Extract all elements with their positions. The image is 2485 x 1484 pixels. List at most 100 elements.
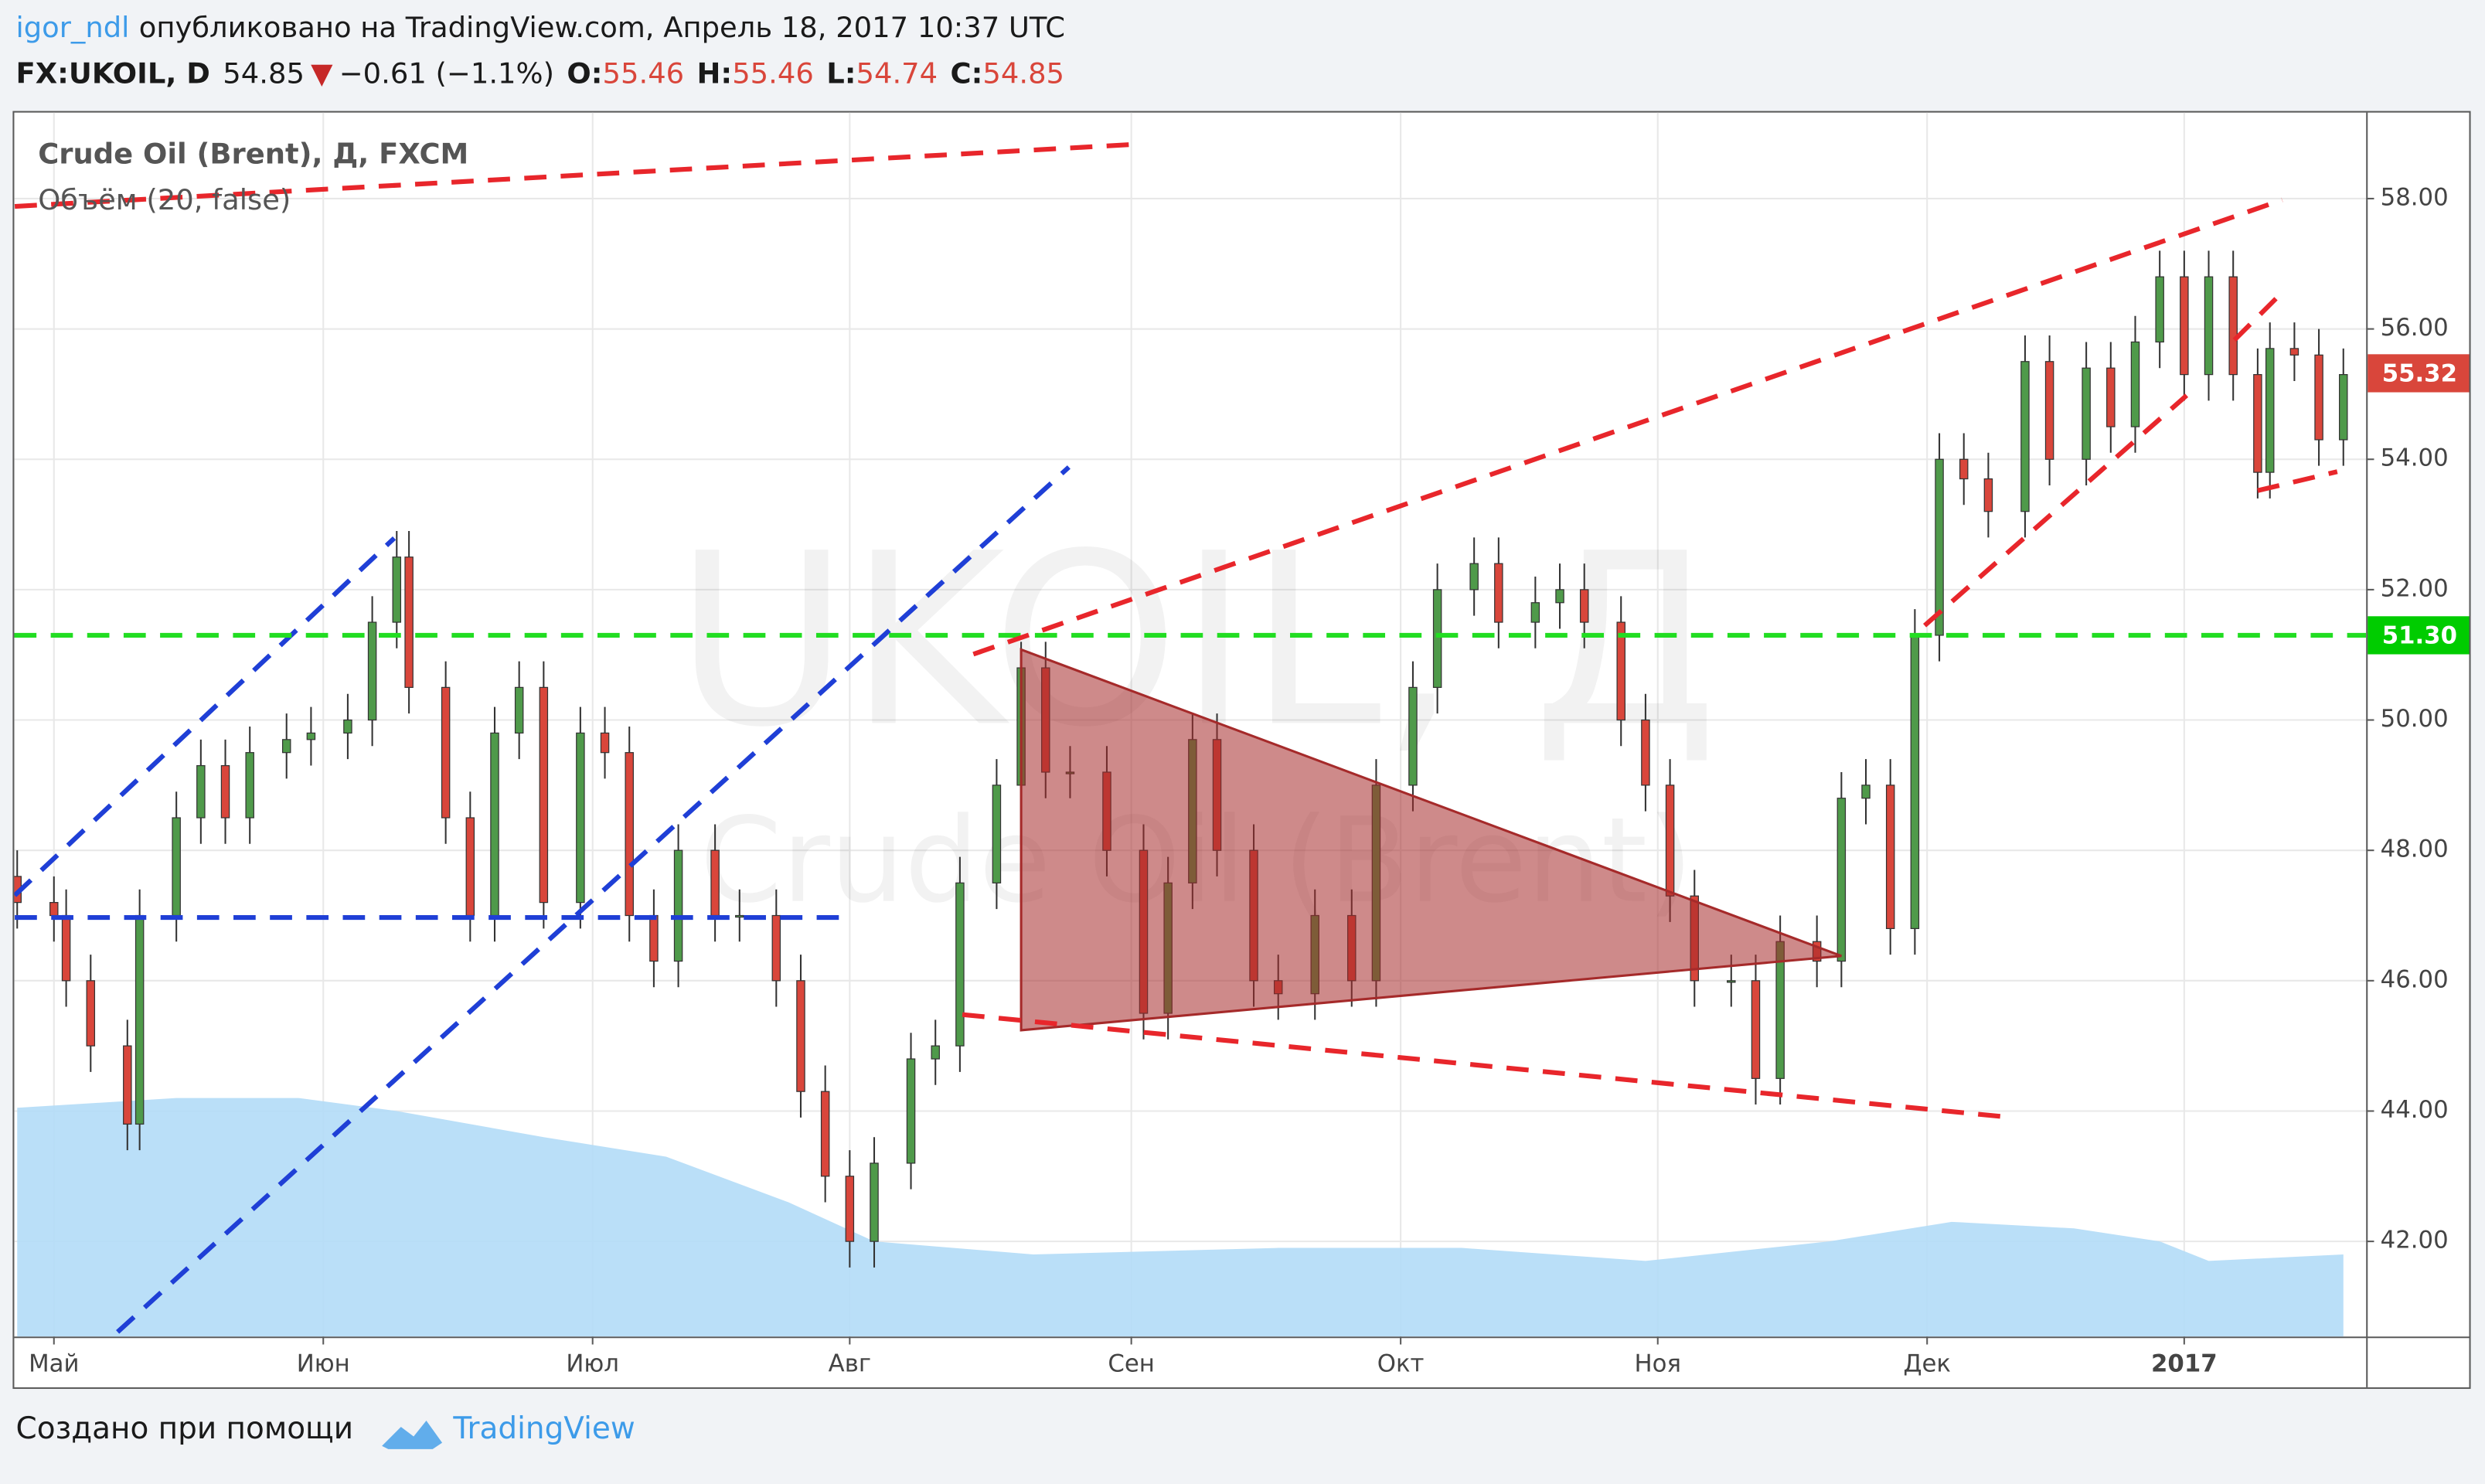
x-tick-label: Окт [1377, 1350, 1425, 1378]
x-tick-label: Сен [1108, 1350, 1154, 1378]
candle-body [1885, 785, 1895, 929]
candle-body [281, 739, 291, 754]
published: опубликовано на TradingView.com, Апрель … [139, 10, 1065, 43]
x-tick-label: Июн [297, 1350, 350, 1378]
triangle-drawing [1020, 648, 1842, 1032]
candle-body [2253, 374, 2262, 473]
candle-body [931, 1045, 940, 1060]
ohlc-value: 54.74 [856, 56, 938, 90]
plot [14, 141, 2367, 1337]
trend-line [14, 141, 1133, 209]
candle-body [490, 732, 499, 917]
candle-body [2020, 361, 2030, 512]
candle-body [514, 686, 524, 734]
candle-body [2228, 276, 2238, 376]
user[interactable]: igor_ndl [16, 10, 130, 43]
candle-body [2265, 348, 2275, 473]
logo [382, 1420, 443, 1449]
ohlc-value: 55.46 [732, 56, 814, 90]
change: −0.61 (−1.1%) [339, 56, 554, 90]
ohlc-key: L: [826, 56, 856, 90]
candle-body [1837, 798, 1847, 962]
trend-line [1923, 393, 2189, 628]
arrow: ▼ [311, 56, 333, 90]
candle-body [306, 732, 316, 740]
candle-body [1579, 589, 1589, 623]
candle-body [1935, 458, 1944, 636]
candle-body [870, 1162, 879, 1242]
ohlc-key: O: [567, 56, 602, 90]
candle-body [539, 686, 549, 904]
footer-text: Создано при помощи [16, 1411, 354, 1446]
candle-body [1408, 686, 1418, 786]
candle-body [1665, 785, 1675, 897]
candle-body [441, 686, 451, 819]
candle-body [820, 1091, 830, 1177]
candle-body [771, 914, 781, 982]
chart-title: Crude Oil (Brent), Д, FXCM [38, 138, 468, 171]
trend-line [2257, 469, 2338, 493]
candle-body [649, 914, 659, 962]
candle-body [1616, 621, 1625, 721]
candle-body [404, 556, 414, 688]
y-tick-label: 58.00 [2381, 183, 2449, 211]
candle-body [1469, 563, 1479, 591]
candle-body [845, 1176, 855, 1242]
price-label-box [2368, 616, 2470, 655]
footer-brand[interactable]: TradingView [452, 1411, 635, 1446]
x-tick-label: 2017 [2151, 1350, 2218, 1378]
price-label: 55.32 [2382, 359, 2457, 387]
candle-body [2106, 367, 2116, 427]
candle-body [367, 621, 377, 721]
candle-body [1751, 980, 1761, 1079]
candle-body [2180, 276, 2189, 376]
candle-body [1727, 980, 1736, 983]
candle-body [1555, 589, 1564, 604]
x-tick-label: Ноя [1635, 1350, 1681, 1378]
candle-body [625, 752, 634, 917]
ohlc-value: 54.85 [982, 56, 1064, 90]
candle-body [1983, 478, 1993, 512]
y-tick-label: 48.00 [2381, 836, 2449, 863]
y-tick-label: 56.00 [2381, 314, 2449, 342]
candle-body [2082, 367, 2091, 460]
header-line-2: FX:UKOIL, D 54.85 ▼ −0.61 (−1.1%) O:55.46 H:5… [16, 56, 1065, 90]
candle-body [392, 556, 402, 623]
candle-body [1432, 589, 1442, 688]
x-tick-label: Дек [1903, 1350, 1951, 1378]
candle-body [172, 817, 181, 917]
price-label-box [2368, 354, 2470, 393]
x-tick-label: Июл [566, 1350, 619, 1378]
trend-line [14, 536, 397, 897]
price-label: 51.30 [2382, 621, 2457, 649]
x-tick-label: Авг [829, 1350, 871, 1378]
candle-body [245, 752, 254, 819]
symbol: FX:UKOIL, D [16, 56, 210, 90]
candle-body [955, 882, 965, 1047]
trend-line [2232, 291, 2284, 342]
y-tick-label: 54.00 [2381, 444, 2449, 472]
ohlc-key: C: [951, 56, 983, 90]
candle-body [1494, 563, 1503, 623]
candle-body [2204, 276, 2214, 376]
candle-body [2044, 361, 2054, 460]
candle-body [710, 849, 720, 917]
candle-body [134, 914, 145, 1125]
candle-body [673, 849, 683, 962]
candle-body [1959, 458, 1969, 480]
ohlc-value: 55.46 [603, 56, 685, 90]
ohlc-key: H: [697, 56, 733, 90]
y-tick-label: 42.00 [2381, 1227, 2449, 1254]
candle-body [576, 732, 585, 904]
candle-body [343, 719, 352, 734]
candle-body [49, 902, 59, 917]
candle-body [2314, 354, 2323, 441]
candle-body [123, 1045, 132, 1125]
candle-body [992, 785, 1002, 883]
candle-body [2130, 341, 2140, 427]
chart-subtitle: Объём (20, false) [38, 183, 291, 216]
axes: 42.00 44.00 46.00 48.00 50.00 52.00 54.00 56.00… [29, 183, 2470, 1378]
candle-body [1641, 719, 1650, 786]
candle-body [1910, 635, 1920, 929]
